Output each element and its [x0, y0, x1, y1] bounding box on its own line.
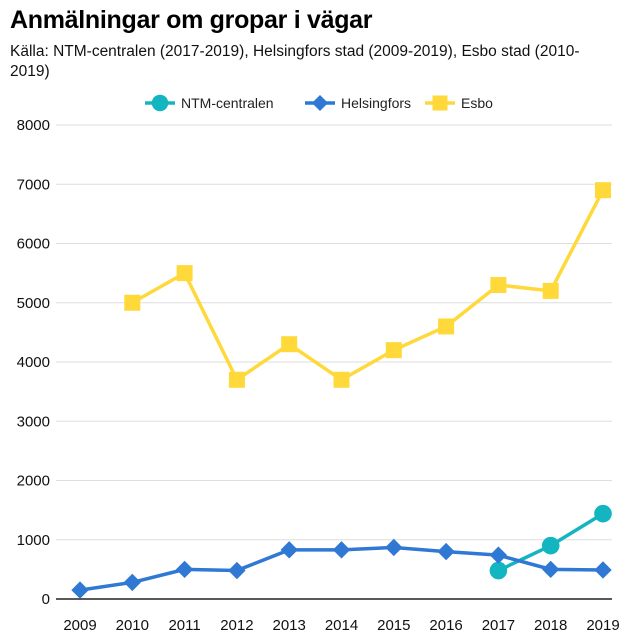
data-point-helsingfors: [123, 573, 141, 592]
data-point-ntm-centralen: [489, 561, 508, 580]
y-tick-label: 5000: [17, 295, 50, 312]
data-point-esbo: [333, 371, 350, 388]
y-tick-label: 7000: [17, 176, 50, 193]
series-lines: [79, 189, 605, 592]
legend-swatch-marker: [311, 94, 329, 112]
data-point-helsingfors: [71, 581, 89, 599]
data-point-helsingfors: [489, 546, 508, 564]
data-point-esbo: [228, 371, 245, 388]
legend-label: Esbo: [461, 95, 493, 111]
data-point-helsingfors: [437, 542, 455, 561]
data-point-helsingfors: [594, 561, 612, 579]
chart-subtitle: Källa: NTM-centralen (2017-2019), Helsin…: [10, 43, 580, 80]
x-tick-label: 2014: [325, 617, 358, 634]
data-point-helsingfors: [280, 541, 298, 559]
y-tick-label: 3000: [17, 413, 50, 430]
y-tick-label: 2000: [17, 473, 50, 490]
data-point-esbo: [124, 294, 141, 311]
y-tick-label: 6000: [17, 236, 50, 253]
x-tick-label: 2016: [429, 617, 462, 634]
legend: NTM-centralen Helsingfors Esbo: [145, 94, 493, 112]
legend-swatch-marker: [432, 95, 448, 111]
chart-title: Anmälningar om gropar i vägar: [10, 6, 373, 34]
data-point-helsingfors: [542, 560, 560, 579]
series-markers: [71, 182, 612, 599]
data-point-helsingfors: [175, 560, 194, 579]
series-line-esbo: [131, 189, 605, 382]
x-tick-label: 2013: [273, 617, 306, 634]
x-tick-label: 2010: [116, 617, 149, 634]
data-point-esbo: [595, 182, 611, 199]
y-axis: 0 1000 2000 3000 4000 5000 6000 7000 8000: [17, 117, 50, 608]
data-point-esbo: [490, 276, 507, 293]
legend-swatch-marker: [151, 94, 169, 112]
legend-label: Helsingfors: [341, 95, 411, 111]
x-tick-label: 2019: [586, 617, 619, 634]
data-point-esbo: [385, 342, 402, 359]
gridlines: [56, 124, 612, 600]
legend-item-ntm-centralen: NTM-centralen: [145, 94, 274, 112]
x-tick-label: 2018: [534, 617, 567, 634]
data-point-esbo: [542, 282, 559, 299]
data-point-ntm-centralen: [541, 536, 560, 555]
data-point-helsingfors: [385, 538, 403, 557]
data-point-esbo: [176, 265, 193, 282]
data-point-helsingfors: [228, 561, 246, 580]
y-tick-label: 4000: [17, 354, 50, 371]
x-tick-label: 2012: [220, 617, 253, 634]
y-tick-label: 0: [42, 591, 50, 608]
data-point-esbo: [281, 336, 298, 353]
x-axis: 2009 2010 2011 2012 2013 2014 2015 2016 2017 2018…: [63, 617, 619, 634]
x-tick-label: 2011: [168, 617, 200, 634]
data-point-ntm-centralen: [594, 504, 612, 523]
x-tick-label: 2017: [482, 617, 515, 634]
y-tick-label: 8000: [17, 117, 50, 134]
y-tick-label: 1000: [17, 532, 50, 549]
legend-item-esbo: Esbo: [425, 95, 493, 111]
x-tick-label: 2009: [63, 617, 96, 634]
data-point-helsingfors: [332, 541, 351, 559]
legend-label: NTM-centralen: [181, 95, 274, 111]
data-point-esbo: [438, 318, 455, 335]
legend-item-helsingfors: Helsingfors: [305, 94, 411, 112]
x-tick-label: 2015: [377, 617, 410, 634]
